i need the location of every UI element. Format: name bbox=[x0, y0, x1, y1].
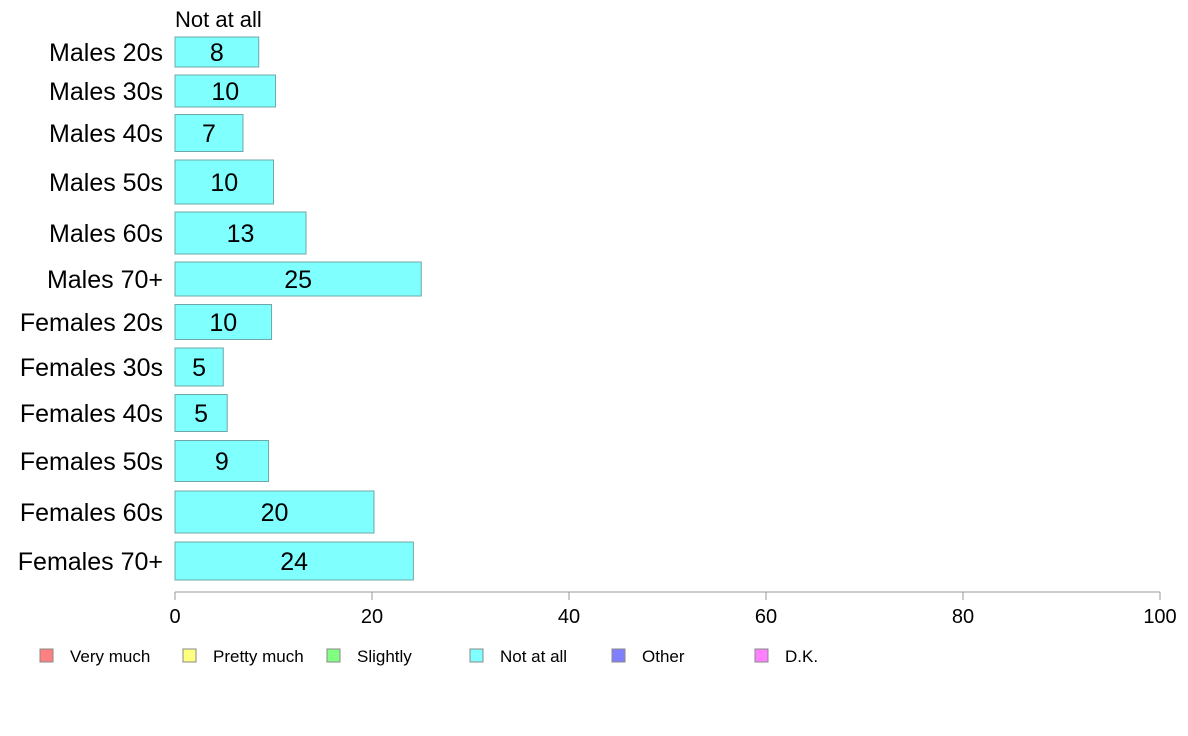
legend-label: Pretty much bbox=[213, 647, 304, 666]
legend-swatch bbox=[326, 648, 341, 663]
bar-value-label: 10 bbox=[210, 169, 238, 197]
bar-8 bbox=[174, 394, 228, 432]
bar-2 bbox=[174, 114, 244, 152]
bar-value-label: 9 bbox=[215, 448, 229, 476]
category-label: Females 70+ bbox=[18, 548, 163, 576]
legend: Very much Pretty much Slightly Not at all Ot… bbox=[39, 647, 818, 666]
bar-value-label: 5 bbox=[192, 354, 206, 382]
bar-1 bbox=[174, 74, 276, 108]
bar-5 bbox=[174, 261, 422, 297]
category-labels: Males 20s Males 30s Males 40s Males 50s Male… bbox=[18, 39, 163, 576]
category-label: Females 30s bbox=[20, 354, 163, 382]
bar-value-label: 5 bbox=[194, 400, 208, 428]
bar-value-label: 13 bbox=[227, 220, 255, 248]
bar-0 bbox=[174, 36, 260, 68]
legend-swatch bbox=[469, 648, 484, 663]
x-tick-label: 0 bbox=[169, 606, 180, 628]
legend-label: Very much bbox=[70, 647, 150, 666]
legend-label: Other bbox=[642, 647, 685, 666]
legend-swatch bbox=[611, 648, 626, 663]
bar-4 bbox=[174, 211, 307, 255]
x-tick-label: 20 bbox=[361, 606, 383, 628]
bar-value-label: 7 bbox=[202, 120, 216, 148]
legend-swatch bbox=[39, 648, 54, 663]
bar-3 bbox=[174, 159, 274, 205]
category-label: Males 70+ bbox=[47, 266, 163, 294]
bar-6 bbox=[174, 304, 273, 340]
category-label: Females 20s bbox=[20, 309, 163, 337]
category-label: Males 50s bbox=[49, 169, 163, 197]
bar-10 bbox=[174, 490, 375, 534]
category-label: Males 30s bbox=[49, 78, 163, 106]
category-label: Females 60s bbox=[20, 499, 163, 527]
legend-label: Slightly bbox=[357, 647, 412, 666]
legend-label: D.K. bbox=[785, 647, 818, 666]
category-label: Males 20s bbox=[49, 39, 163, 67]
bar-value-label: 20 bbox=[261, 499, 289, 527]
x-tick-label: 60 bbox=[755, 606, 777, 628]
x-tick-label: 40 bbox=[558, 606, 580, 628]
legend-swatch bbox=[182, 648, 197, 663]
series-header: Not at all bbox=[175, 7, 262, 32]
category-label: Females 50s bbox=[20, 448, 163, 476]
legend-swatch bbox=[754, 648, 769, 663]
legend-label: Not at all bbox=[500, 647, 567, 666]
bar-value-label: 24 bbox=[280, 548, 308, 576]
bar-value-label: 8 bbox=[210, 39, 224, 67]
x-axis: 0 20 40 60 80 100 bbox=[169, 591, 1177, 628]
bar-11 bbox=[174, 541, 414, 581]
category-label: Males 40s bbox=[49, 120, 163, 148]
bar-9 bbox=[174, 440, 270, 482]
bar-value-label: 25 bbox=[284, 266, 312, 294]
x-tick-label: 80 bbox=[952, 606, 974, 628]
bar-7 bbox=[174, 347, 224, 387]
bar-value-label: 10 bbox=[209, 309, 237, 337]
category-label: Males 60s bbox=[49, 220, 163, 248]
x-tick-label: 100 bbox=[1143, 606, 1176, 628]
bar-value-label: 10 bbox=[211, 78, 239, 106]
category-label: Females 40s bbox=[20, 400, 163, 428]
